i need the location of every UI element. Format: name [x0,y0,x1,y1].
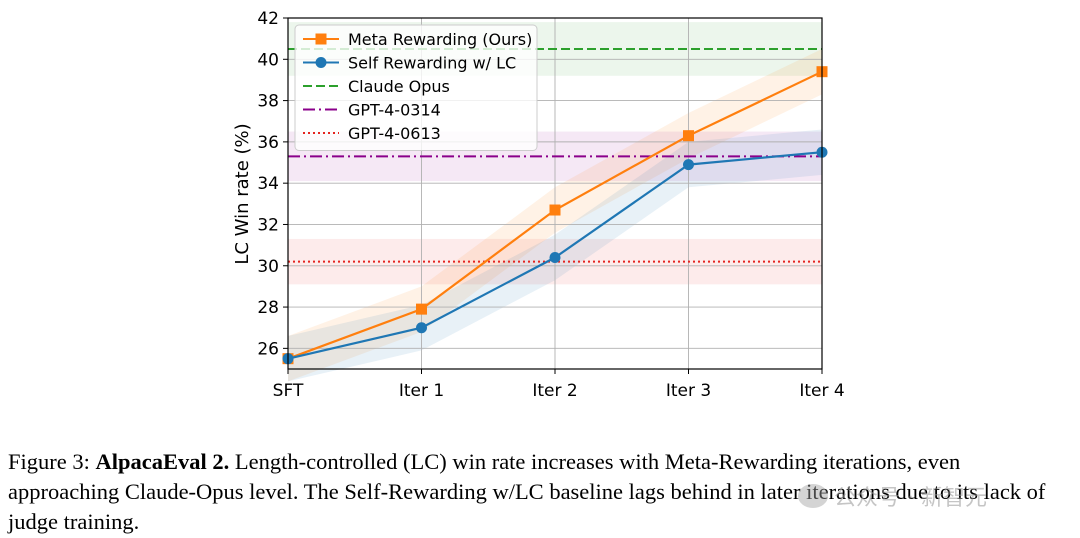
watermark-text: 公众号 · 新智元 [834,486,987,511]
y-tick-label-4: 34 [257,174,279,194]
x-tick-label-3: Iter 3 [666,381,711,401]
legend-label-1: Self Rewarding w/ LC [348,54,516,73]
x-tick-label-4: Iter 4 [799,381,844,401]
legend-marker-0 [315,33,327,45]
caption-title: AlpacaEval 2. [95,449,230,474]
series-1-point-1 [416,322,427,334]
y-tick-label-0: 26 [257,339,279,359]
caption-prefix: Figure 3: [8,449,96,474]
y-tick-label-2: 30 [257,257,279,277]
y-tick-label-5: 36 [257,133,279,153]
axis-ticks: 26 28 30 32 34 36 38 40 42 SFT Iter 1 Iter 2 Iter 3 I… [257,9,844,401]
watermark: 公众号 · 新智元 [798,480,987,512]
series-0-point-1 [416,303,427,315]
y-axis-label: LC Win rate (%) [232,123,253,264]
y-tick-label-6: 38 [257,92,279,112]
y-tick-label-3: 32 [257,215,279,235]
x-tick-label-1: Iter 1 [399,381,444,401]
x-tick-label-2: Iter 2 [532,381,577,401]
legend-box [294,24,538,151]
legend-label-4: GPT-4-0613 [348,124,441,143]
x-tick-label-0: SFT [273,381,304,401]
series-0-point-3 [683,130,694,142]
line-chart: 26 28 30 32 34 36 38 40 42 SFT Iter 1 Iter 2 Iter 3 I… [232,9,845,401]
legend-label-0: Meta Rewarding (Ours) [348,30,532,49]
caption-body: Length-controlled (LC) win rate increase… [8,449,1046,534]
legend-label-3: GPT-4-0314 [348,101,441,120]
y-tick-label-7: 40 [257,50,279,70]
series-0-point-2 [549,204,561,216]
legend: Meta Rewarding (Ours) Self Rewarding w/ L… [294,24,538,151]
y-tick-label-1: 28 [257,298,279,318]
figure-caption: Figure 3: AlpacaEval 2. Length-controlle… [8,447,1074,537]
wechat-icon [798,484,828,508]
legend-label-2: Claude Opus [348,77,450,96]
y-tick-label-8: 42 [257,9,279,29]
series-1-point-2 [549,252,561,264]
series-1-point-3 [683,159,694,171]
legend-marker-1 [315,57,327,68]
